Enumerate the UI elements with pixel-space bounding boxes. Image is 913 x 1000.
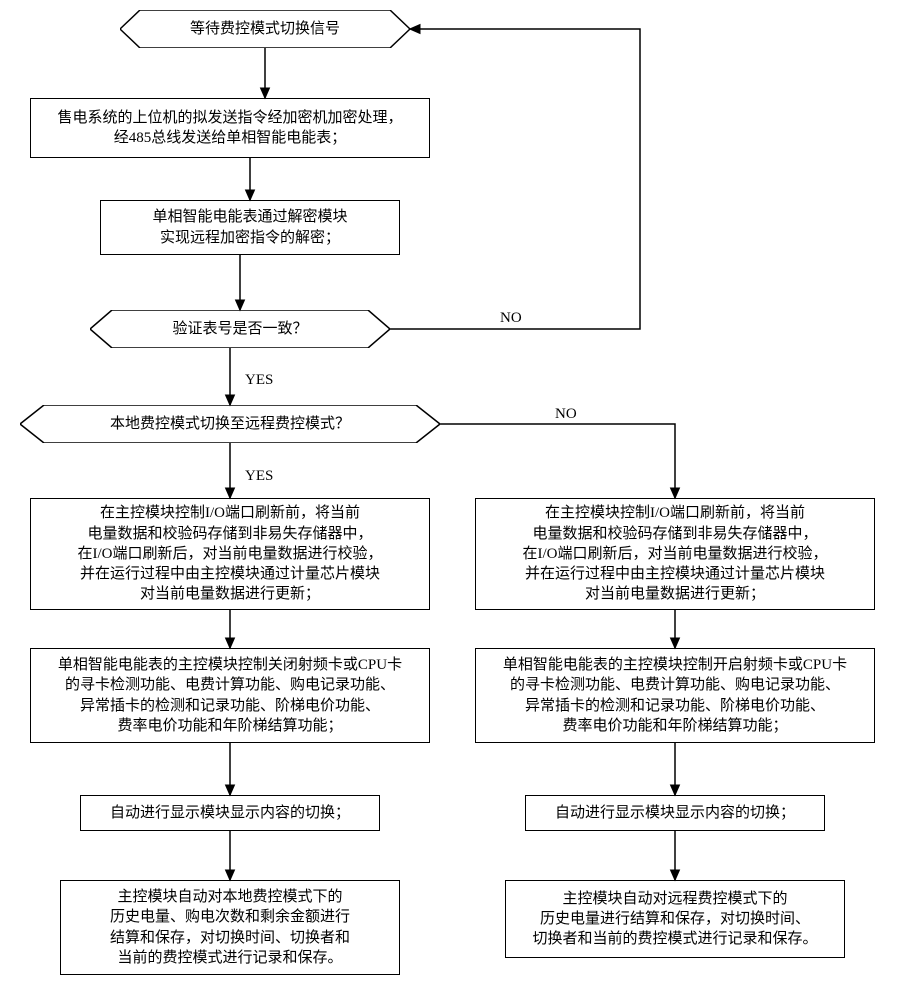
flow-step-encrypt-send: 售电系统的上位机的拟发送指令经加密机加密处理，经485总线发送给单相智能电能表； [30,98,430,158]
flow-decision-verify-id-label: 验证表号是否一致？ [172,319,307,339]
flow-decision-verify-id: 验证表号是否一致？ [90,310,390,348]
flow-step-open-functions: 单相智能电能表的主控模块控制开启射频卡或CPU卡的寻卡检测功能、电费计算功能、购… [475,648,875,743]
edge-label-yes-1: YES [245,372,273,389]
flow-step-store-verify-right: 在主控模块控制I/O端口刷新前，将当前电量数据和校验码存储到非易失存储器中，在I… [475,498,875,610]
flow-step-store-verify-right-label: 在主控模块控制I/O端口刷新前，将当前电量数据和校验码存储到非易失存储器中，在I… [523,503,828,604]
flow-step-switch-display-left-label: 自动进行显示模块显示内容的切换； [110,803,350,823]
flow-start: 等待费控模式切换信号 [120,10,410,48]
flow-decision-mode-switch-label: 本地费控模式切换至远程费控模式？ [110,414,350,434]
flow-step-close-functions: 单相智能电能表的主控模块控制关闭射频卡或CPU卡的寻卡检测功能、电费计算功能、购… [30,648,430,743]
flow-decision-mode-switch: 本地费控模式切换至远程费控模式？ [20,405,440,443]
flow-step-store-verify-left: 在主控模块控制I/O端口刷新前，将当前电量数据和校验码存储到非易失存储器中，在I… [30,498,430,610]
edge-label-no-1: NO [500,310,522,327]
flow-step-switch-display-right: 自动进行显示模块显示内容的切换； [525,795,825,831]
flow-step-save-remote-label: 主控模块自动对远程费控模式下的历史电量进行结算和保存，对切换时间、切换者和当前的… [532,889,817,950]
edge-label-no-2: NO [555,406,577,423]
edge-label-yes-2: YES [245,468,273,485]
flow-step-close-functions-label: 单相智能电能表的主控模块控制关闭射频卡或CPU卡的寻卡检测功能、电费计算功能、购… [58,655,402,736]
flow-step-decrypt: 单相智能电能表通过解密模块实现远程加密指令的解密； [100,200,400,255]
flow-step-store-verify-left-label: 在主控模块控制I/O端口刷新前，将当前电量数据和校验码存储到非易失存储器中，在I… [78,503,383,604]
flow-step-encrypt-send-label: 售电系统的上位机的拟发送指令经加密机加密处理，经485总线发送给单相智能电能表； [57,108,402,149]
flow-step-open-functions-label: 单相智能电能表的主控模块控制开启射频卡或CPU卡的寻卡检测功能、电费计算功能、购… [503,655,847,736]
edge-n5-n6R [440,424,675,498]
flow-step-save-local: 主控模块自动对本地费控模式下的历史电量、购电次数和剩余金额进行结算和保存，对切换… [60,880,400,975]
flow-step-switch-display-right-label: 自动进行显示模块显示内容的切换； [555,803,795,823]
flow-step-save-local-label: 主控模块自动对本地费控模式下的历史电量、购电次数和剩余金额进行结算和保存，对切换… [110,887,350,968]
flow-step-decrypt-label: 单相智能电能表通过解密模块实现远程加密指令的解密； [152,207,347,248]
flow-step-switch-display-left: 自动进行显示模块显示内容的切换； [80,795,380,831]
flow-step-save-remote: 主控模块自动对远程费控模式下的历史电量进行结算和保存，对切换时间、切换者和当前的… [505,880,845,958]
edge-n4-n1 [390,29,640,329]
flow-start-label: 等待费控模式切换信号 [190,19,340,39]
